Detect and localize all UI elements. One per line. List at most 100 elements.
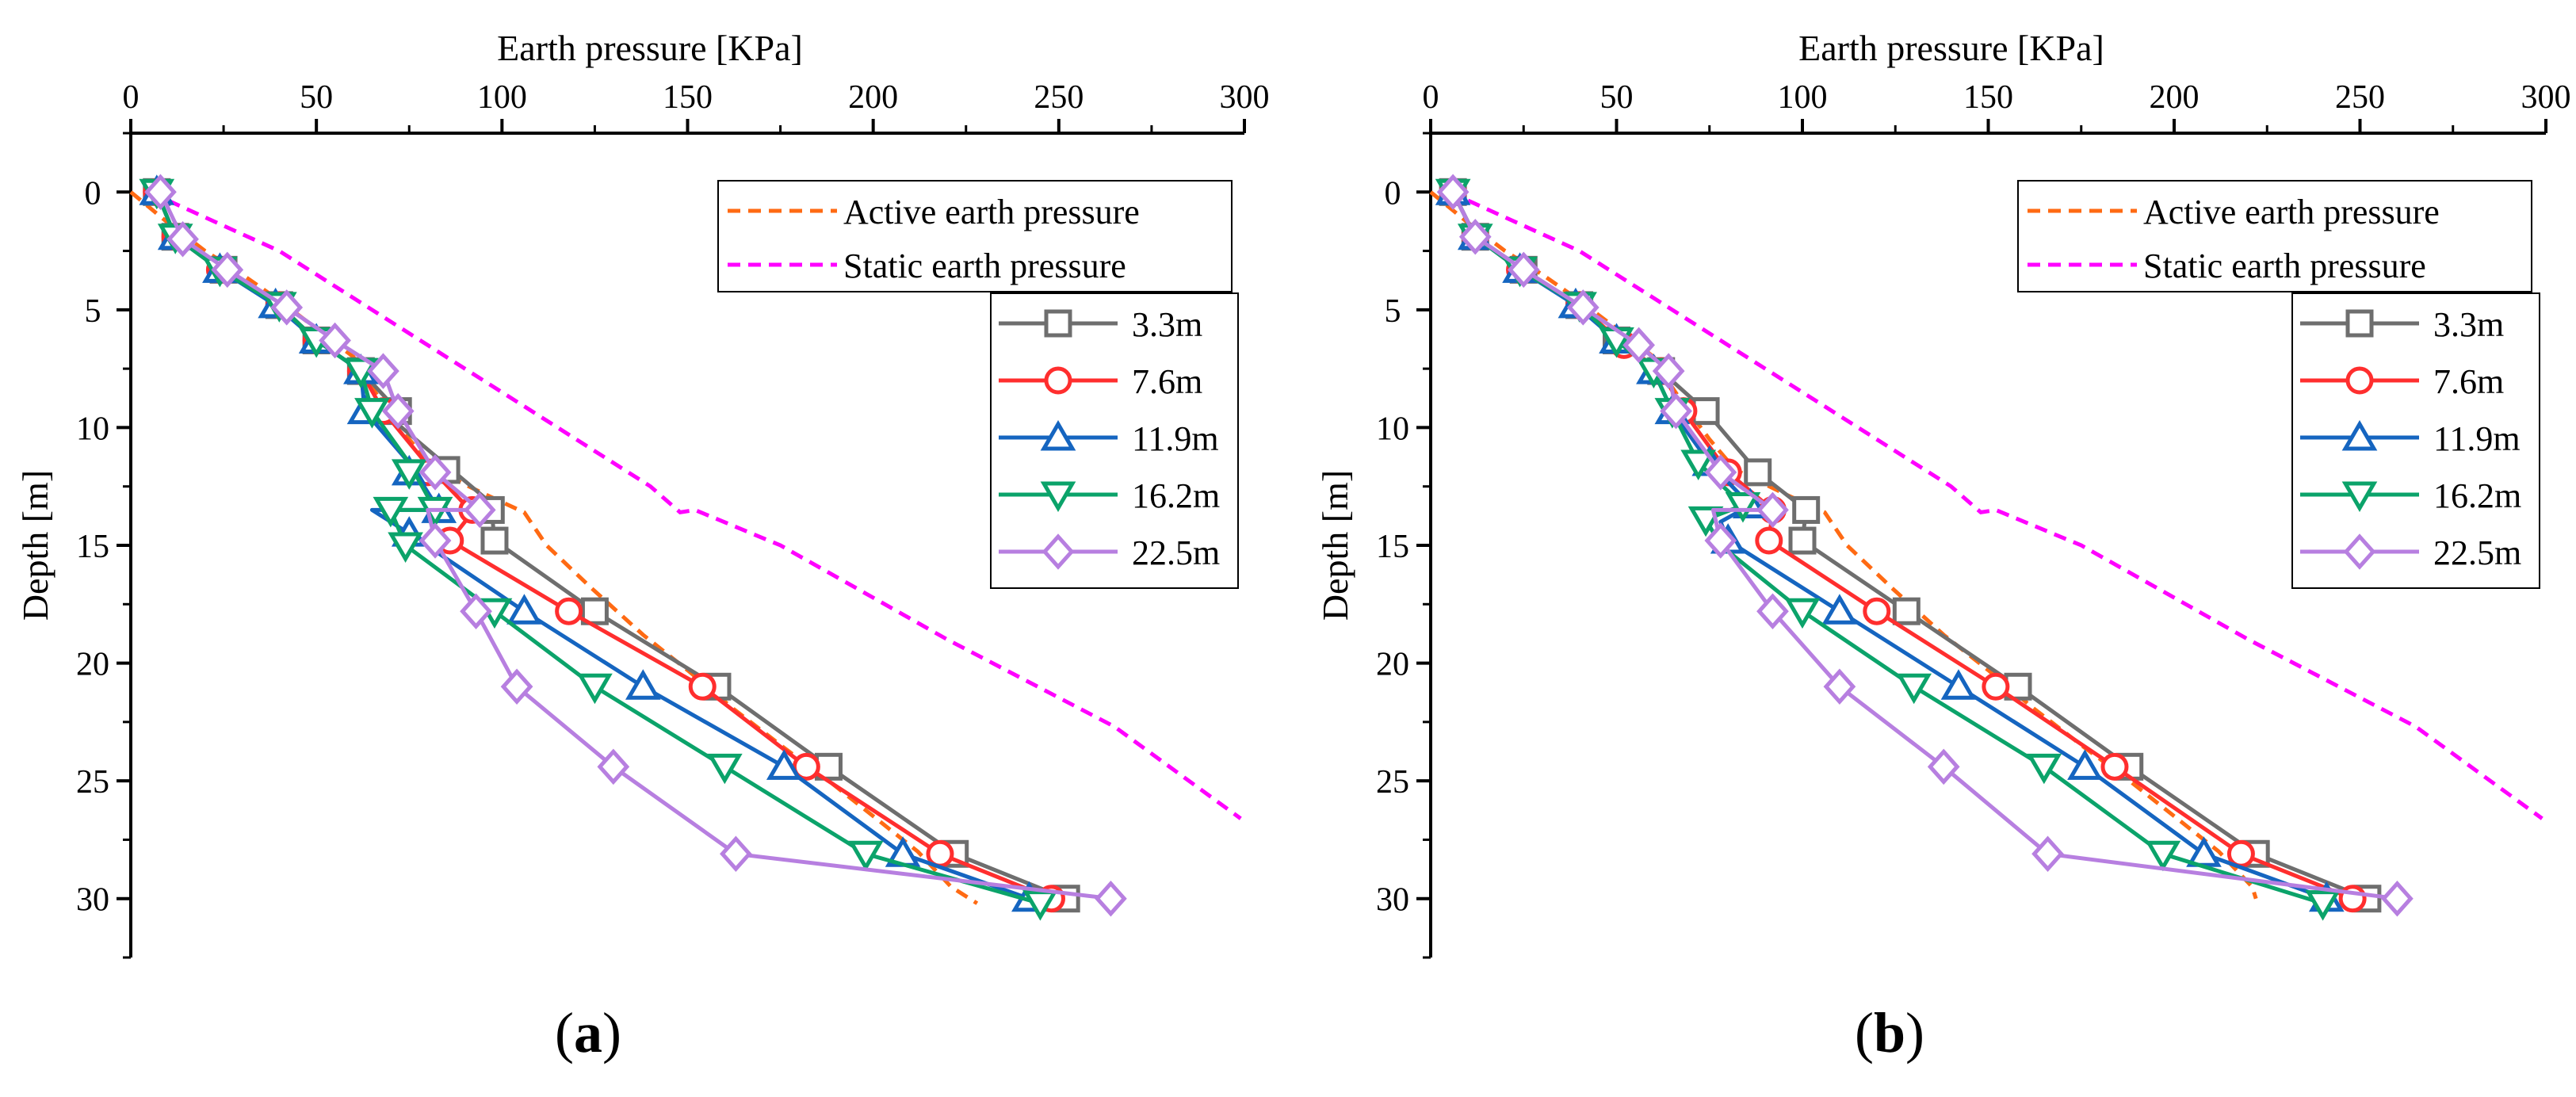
data-point xyxy=(1566,289,1599,326)
legend-marker xyxy=(2345,366,2374,395)
y-tick-label: 0 xyxy=(1385,175,1401,212)
data-point xyxy=(1788,526,1817,555)
legend-marker xyxy=(2343,533,2376,570)
series-22-5m xyxy=(144,174,1127,917)
y-tick-label: 25 xyxy=(1376,764,1409,801)
data-point xyxy=(766,749,802,780)
legend-label: Static earth pressure xyxy=(843,247,1126,285)
y-tick-label: 10 xyxy=(76,411,109,447)
legend-marker xyxy=(1044,309,1072,338)
data-point xyxy=(1792,495,1821,524)
legend-reference: Active earth pressure Static earth pressu… xyxy=(717,180,1233,292)
legend-reference-box xyxy=(2017,180,2532,292)
data-point xyxy=(1863,597,1891,625)
legend-reference: Active earth pressure Static earth pressu… xyxy=(2017,180,2532,292)
y-tick-label: 30 xyxy=(76,882,109,919)
y-tick-label: 5 xyxy=(1385,293,1401,330)
legend-label: Active earth pressure xyxy=(843,193,1140,231)
data-point xyxy=(1982,672,2010,701)
data-point xyxy=(391,459,427,490)
legend-label: Active earth pressure xyxy=(2143,193,2440,231)
data-point xyxy=(1756,491,1789,529)
data-point xyxy=(597,748,630,785)
legend-marker xyxy=(1041,533,1075,570)
data-point xyxy=(1660,392,1692,430)
legend-label: 16.2m xyxy=(1132,476,1220,515)
data-point xyxy=(1756,593,1789,629)
legend-marker xyxy=(2345,309,2374,338)
x-tick-label: 50 xyxy=(300,79,333,116)
chart-panel-b: 0 50 100 150 200 250 300 0 5 10 15 20 25 30 Earth pres… xyxy=(1315,28,2571,959)
data-point xyxy=(1823,668,1856,705)
legend-series-box xyxy=(990,292,1239,589)
data-point xyxy=(792,752,820,781)
data-point xyxy=(1022,890,1058,921)
legend-marker xyxy=(1040,481,1076,512)
data-point xyxy=(2226,839,2255,868)
legend-label: 3.3m xyxy=(2433,305,2504,344)
data-point xyxy=(388,532,423,563)
data-point xyxy=(1896,673,1932,705)
legend-label: 11.9m xyxy=(1132,419,1219,458)
data-point xyxy=(688,672,717,701)
data-point xyxy=(373,496,409,528)
data-point xyxy=(1691,397,1720,426)
data-point xyxy=(2305,890,2341,921)
data-point xyxy=(506,594,542,625)
static-earth-pressure-line xyxy=(1448,190,2544,820)
legend-series-box xyxy=(2291,292,2540,589)
x-tick-label: 250 xyxy=(1034,79,1084,116)
y-tick-label: 30 xyxy=(1376,882,1409,919)
data-point xyxy=(1744,458,1772,487)
data-point xyxy=(1821,594,1858,625)
x-tick-label: 0 xyxy=(123,79,140,116)
data-point xyxy=(319,322,351,359)
data-point xyxy=(577,673,613,705)
data-point xyxy=(1755,526,1783,555)
x-tick-label: 200 xyxy=(848,79,898,116)
data-point xyxy=(1507,251,1540,289)
x-tick-label: 0 xyxy=(1423,79,1439,116)
x-tick-label: 200 xyxy=(2150,79,2200,116)
data-point xyxy=(2067,749,2103,780)
data-point xyxy=(2186,836,2222,867)
data-point xyxy=(1704,522,1737,559)
legend-label: 16.2m xyxy=(2433,476,2521,515)
data-point xyxy=(419,522,452,559)
panel-label-b: (b) xyxy=(1855,1001,1925,1065)
data-point xyxy=(367,353,399,389)
series-22-5m xyxy=(1436,174,2414,917)
y-axis-title: Depth [m] xyxy=(1315,470,1355,621)
data-point xyxy=(1927,748,1960,785)
data-point xyxy=(381,392,415,430)
legend-label: Static earth pressure xyxy=(2143,247,2426,285)
static-earth-pressure-line xyxy=(148,190,1242,820)
legend-marker xyxy=(2341,420,2378,451)
x-axis-title: Earth pressure [KPa] xyxy=(1798,28,2104,68)
x-tick-label: 100 xyxy=(477,79,527,116)
y-tick-label: 10 xyxy=(1376,411,1409,447)
data-point xyxy=(1652,353,1685,389)
data-point xyxy=(1784,598,1821,629)
legend-marker xyxy=(1040,420,1076,451)
data-point xyxy=(720,835,752,873)
legend-marker xyxy=(2341,481,2378,512)
data-point xyxy=(625,669,661,700)
data-point xyxy=(2031,835,2064,873)
x-tick-label: 50 xyxy=(1600,79,1634,116)
series-line xyxy=(1450,191,2398,901)
data-point xyxy=(343,357,379,389)
legend-label: 7.6m xyxy=(2433,362,2504,401)
data-point xyxy=(1622,327,1655,364)
active-earth-pressure-line xyxy=(1429,190,2258,900)
data-point xyxy=(270,289,304,326)
data-point xyxy=(2100,752,2129,781)
data-point xyxy=(480,526,509,555)
data-point xyxy=(2145,840,2181,872)
x-tick-label: 300 xyxy=(2521,79,2571,116)
data-point xyxy=(144,174,177,211)
data-point xyxy=(1095,880,1127,917)
data-point xyxy=(1436,174,1470,211)
data-point xyxy=(2381,880,2414,917)
